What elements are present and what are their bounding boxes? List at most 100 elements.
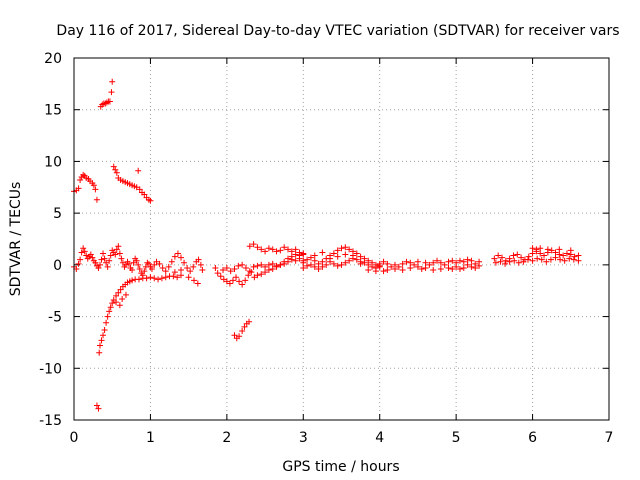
data-point <box>510 252 517 259</box>
data-point <box>139 272 146 279</box>
data-point <box>395 263 402 270</box>
data-point <box>537 245 544 252</box>
data-point <box>141 268 148 275</box>
data-point <box>174 250 181 257</box>
x-tick-label: 3 <box>299 430 308 446</box>
data-point <box>158 275 165 282</box>
data-point <box>548 247 555 254</box>
data-point <box>311 257 318 264</box>
data-point <box>214 270 221 277</box>
data-point <box>265 245 272 252</box>
data-point <box>534 255 541 262</box>
data-point <box>98 337 105 344</box>
data-point <box>346 246 353 253</box>
data-point <box>155 276 162 283</box>
data-point <box>144 259 151 266</box>
x-tick-label: 1 <box>146 430 155 446</box>
axis-tick-labels: 0 1 2 3 4 5 6 7 -15 -10 -5 0 5 10 15 20 <box>39 51 613 446</box>
data-point <box>246 318 253 325</box>
data-point <box>226 280 233 287</box>
data-point <box>227 268 234 275</box>
data-point <box>187 268 194 275</box>
data-point <box>262 263 269 270</box>
data-point <box>502 257 509 264</box>
data-point <box>330 260 337 267</box>
data-point <box>403 258 410 265</box>
data-point <box>133 184 140 191</box>
data-point <box>98 256 105 263</box>
data-point <box>141 191 148 198</box>
data-point <box>101 255 108 262</box>
data-point <box>239 261 246 268</box>
data-point <box>311 252 318 259</box>
data-point <box>110 163 117 170</box>
x-tick-label: 7 <box>605 430 614 446</box>
data-point <box>78 249 85 256</box>
data-point <box>407 259 414 266</box>
data-point <box>414 263 421 270</box>
data-point <box>285 246 291 253</box>
data-point <box>135 261 142 268</box>
data-point <box>399 260 406 267</box>
data-point <box>491 255 498 262</box>
data-point <box>116 302 123 309</box>
data-point <box>106 98 113 105</box>
chart-title: Day 116 of 2017, Sidereal Day-to-day VTE… <box>56 23 619 39</box>
data-point <box>520 258 527 265</box>
data-point <box>143 275 150 282</box>
data-point <box>199 267 206 274</box>
y-tick-label: 0 <box>53 258 62 274</box>
data-point <box>217 273 224 280</box>
data-point <box>497 258 504 265</box>
data-point <box>311 263 318 270</box>
data-point <box>254 244 261 251</box>
data-point <box>174 274 181 281</box>
data-point <box>135 167 142 174</box>
data-point <box>136 265 143 272</box>
data-point <box>113 292 120 299</box>
data-point <box>100 332 107 339</box>
data-point <box>538 256 545 263</box>
data-point <box>251 274 258 281</box>
data-point <box>223 278 230 285</box>
data-point <box>115 243 122 250</box>
data-point <box>151 275 158 282</box>
data-point <box>112 166 119 173</box>
data-point <box>422 264 429 271</box>
data-point <box>148 265 155 272</box>
data-point <box>346 257 353 264</box>
data-point <box>556 251 563 258</box>
data-point <box>136 186 143 193</box>
data-point <box>472 264 479 271</box>
data-point <box>147 197 154 204</box>
data-point <box>292 257 299 264</box>
data-point <box>476 262 483 269</box>
data-point <box>365 261 372 268</box>
data-point <box>233 274 240 281</box>
data-point <box>220 276 227 283</box>
data-point <box>561 257 568 264</box>
data-point <box>524 256 531 263</box>
data-point <box>236 333 243 340</box>
data-point <box>292 251 299 258</box>
data-point <box>506 258 513 265</box>
data-point <box>116 250 123 257</box>
data-point <box>525 253 532 260</box>
data-point <box>171 253 178 260</box>
data-point <box>265 261 272 268</box>
data-point <box>304 262 311 269</box>
data-point <box>246 243 253 250</box>
data-point <box>492 259 499 266</box>
data-point <box>129 277 136 284</box>
data-point <box>103 259 110 266</box>
data-point <box>245 272 252 279</box>
data-point <box>552 249 559 256</box>
data-point <box>304 256 311 263</box>
data-point <box>112 251 119 258</box>
x-tick-label: 0 <box>70 430 79 446</box>
data-point <box>543 258 550 265</box>
data-point <box>453 259 460 266</box>
data-point <box>323 261 330 268</box>
data-point <box>75 260 82 267</box>
data-point <box>212 264 219 271</box>
